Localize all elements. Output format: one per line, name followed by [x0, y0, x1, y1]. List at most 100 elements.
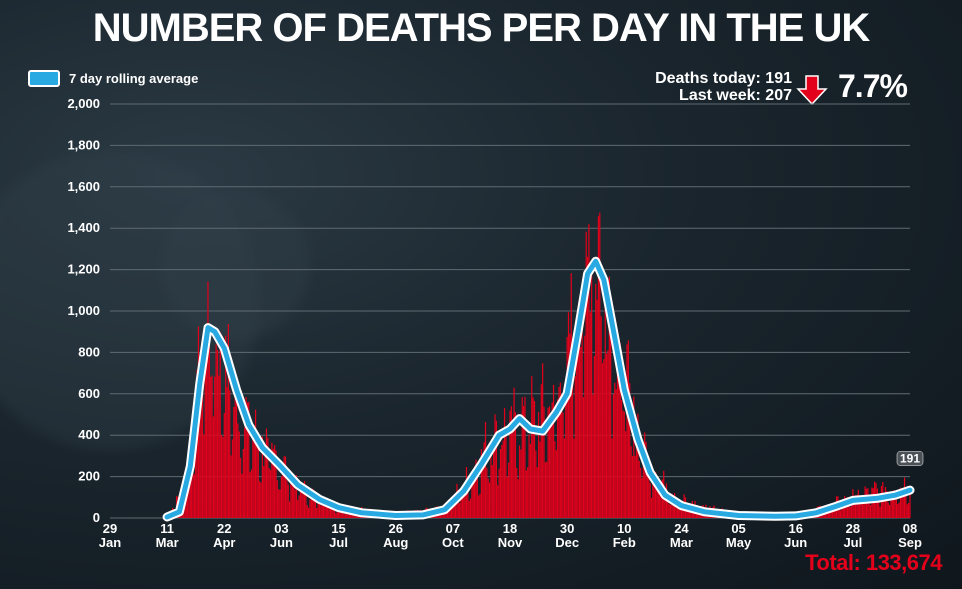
daily-bar [845, 498, 847, 518]
daily-bar [229, 390, 231, 518]
daily-bar [199, 398, 201, 518]
daily-bar [551, 402, 553, 518]
daily-bar [322, 504, 325, 518]
daily-bar [842, 502, 844, 518]
daily-bar [888, 504, 891, 518]
daily-bar [600, 316, 602, 518]
daily-bar [687, 507, 689, 518]
daily-bar [318, 503, 321, 518]
daily-bar [869, 504, 872, 518]
daily-bar [588, 224, 590, 518]
x-tick-label: 11 [160, 521, 174, 536]
daily-bar [893, 490, 895, 518]
daily-bar [856, 494, 858, 518]
daily-bar [309, 499, 311, 518]
daily-bar [546, 461, 548, 518]
daily-bar [275, 450, 277, 518]
daily-bar [342, 509, 344, 518]
daily-bar [612, 394, 615, 518]
daily-bar [192, 468, 194, 518]
daily-bar [622, 410, 624, 518]
daily-bar [668, 504, 670, 518]
daily-bar [278, 489, 280, 518]
y-axis-ticks: 0 200 400 600 800 1,000 1,200 1,400 1,600 1,800 2,… [67, 96, 100, 525]
daily-bar [215, 344, 217, 518]
daily-bar [252, 436, 254, 518]
daily-bar [522, 406, 525, 518]
daily-bar [321, 503, 323, 518]
daily-bar [863, 496, 865, 518]
daily-bar [184, 504, 186, 518]
daily-bar [521, 397, 523, 518]
daily-bar [853, 503, 855, 518]
daily-bar [620, 400, 623, 518]
daily-bar [294, 489, 296, 518]
daily-bar [204, 340, 206, 518]
daily-bar [241, 473, 243, 518]
x-tick-label: Nov [498, 535, 523, 550]
daily-bar [625, 431, 627, 518]
daily-bar [629, 383, 631, 518]
daily-bar [860, 501, 862, 518]
daily-bar [203, 434, 205, 518]
daily-bar [211, 375, 213, 518]
daily-bar [669, 504, 672, 518]
daily-bar [514, 412, 517, 518]
daily-bar [679, 504, 681, 518]
daily-bar [223, 412, 225, 518]
daily-bar [667, 494, 669, 518]
daily-bar [539, 441, 541, 518]
daily-bar [641, 477, 643, 518]
daily-bar [890, 491, 892, 518]
daily-bar [317, 503, 319, 518]
daily-bar [333, 506, 336, 518]
x-tick-label: 30 [560, 521, 574, 536]
daily-bar [563, 438, 566, 518]
daily-bar [193, 474, 195, 518]
daily-bar [527, 467, 529, 518]
daily-bar [830, 510, 832, 518]
daily-bar [313, 490, 315, 518]
daily-bar [548, 406, 551, 518]
daily-bar [550, 425, 552, 518]
daily-bar [235, 377, 238, 518]
daily-bar [859, 499, 861, 518]
daily-bar [267, 437, 269, 518]
total-deaths: Total: 133,674 [805, 550, 942, 575]
daily-bar [482, 458, 484, 518]
daily-bar [268, 468, 270, 518]
daily-bar [898, 502, 900, 518]
y-tick-label: 1,200 [67, 262, 100, 277]
daily-bar [200, 372, 202, 518]
daily-bar [616, 347, 619, 518]
daily-bar [831, 508, 834, 518]
daily-bar [201, 390, 204, 518]
daily-bar [502, 440, 504, 518]
y-tick-label: 1,400 [67, 220, 100, 235]
daily-bar [498, 468, 500, 518]
daily-bar [469, 498, 472, 518]
daily-bar [441, 512, 443, 518]
x-tick-label: 07 [446, 521, 460, 536]
y-tick-label: 0 [93, 510, 100, 525]
y-tick-label: 400 [78, 427, 100, 442]
daily-bar [222, 437, 224, 518]
daily-bar [533, 401, 536, 518]
daily-bar [531, 376, 533, 518]
daily-bar [189, 461, 191, 518]
daily-bar [301, 490, 303, 518]
daily-bar [640, 467, 642, 518]
daily-bar [646, 466, 649, 518]
daily-bar [595, 283, 597, 518]
x-tick-label: Sep [898, 535, 922, 550]
daily-bar [320, 505, 322, 518]
daily-bar [886, 491, 888, 518]
daily-bar [861, 498, 863, 518]
daily-bar [339, 509, 341, 518]
daily-bar [850, 501, 853, 518]
daily-bar [897, 503, 899, 518]
daily-bar [510, 406, 512, 518]
daily-bar [578, 321, 580, 518]
daily-bar [472, 479, 474, 518]
daily-bar [314, 491, 317, 518]
